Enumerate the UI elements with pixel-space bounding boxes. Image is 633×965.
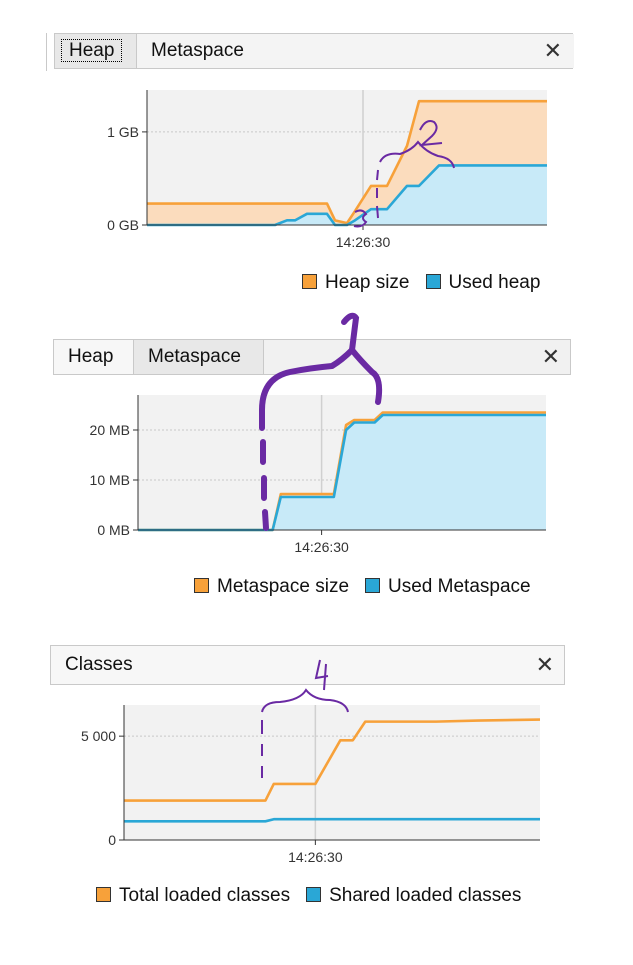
x-tick-label: 14:26:30	[288, 849, 343, 865]
annotation-4-glyph	[314, 659, 329, 691]
tab-metaspace-label: Metaspace	[151, 40, 244, 61]
annotation-3-label: 3	[0, 0, 1, 1]
close-icon[interactable]: ✕	[535, 652, 554, 677]
heap-panel-left-edge	[46, 33, 47, 71]
legend-used-heap: Used heap	[448, 272, 541, 293]
heap-panel-tabbar: Heap Metaspace ✕	[54, 33, 574, 69]
y-tick-label: 5 000	[81, 728, 116, 744]
classes-legend: Total loaded classes Shared loaded classe…	[96, 885, 521, 907]
x-tick-label: 14:26:30	[294, 539, 349, 555]
annotation-1-glyph	[341, 312, 360, 353]
y-tick-label: 10 MB	[90, 472, 130, 488]
annotation-1-label: 1	[0, 0, 1, 1]
heap-size-swatch	[302, 274, 317, 289]
annotation-3-glyph	[353, 209, 368, 228]
close-icon[interactable]: ✕	[541, 344, 560, 369]
y-tick-label: 0 MB	[97, 522, 130, 538]
annotation-2-brace	[379, 140, 455, 169]
y-tick-label: 0	[108, 832, 116, 848]
classes-chart: 5 000 0 14:26:30	[81, 705, 541, 865]
legend-heap-size: Heap size	[325, 272, 410, 293]
annotation-2-label: 2	[0, 0, 1, 1]
heap-legend: Heap size Used heap	[302, 272, 540, 294]
tab-classes[interactable]: Classes	[51, 646, 171, 684]
x-tick-label: 14:26:30	[336, 234, 391, 250]
annotation-1-brace	[259, 345, 383, 413]
series-area-used-heap	[147, 165, 547, 225]
annotation-1-dash	[259, 407, 269, 531]
metaspace-chart: 20 MB 10 MB 0 MB 14:26:30	[90, 395, 546, 555]
classes-panel-tabbar: Classes ✕	[50, 645, 565, 685]
metaspace-legend: Metaspace size Used Metaspace	[194, 576, 531, 598]
heap-chart: 1 GB 0 GB 14:26:30	[107, 90, 547, 250]
legend-used-metaspace: Used Metaspace	[388, 576, 531, 597]
legend-metaspace-size: Metaspace size	[217, 576, 350, 597]
tab-heap-label: Heap	[68, 346, 114, 367]
tab-metaspace[interactable]: Metaspace	[137, 34, 574, 68]
y-tick-label: 0 GB	[107, 217, 139, 233]
tab-classes-label: Classes	[65, 654, 133, 675]
series-area-used-metaspace	[138, 415, 546, 530]
y-tick-label: 20 MB	[90, 422, 130, 438]
tab-heap[interactable]: Heap	[54, 340, 134, 374]
series-line-heap-size	[147, 99, 547, 225]
tab-heap[interactable]: Heap	[55, 34, 137, 68]
tab-heap-label: Heap	[61, 39, 123, 62]
series-line-total-loaded-classes	[124, 718, 541, 802]
annotation-2-dash	[376, 169, 379, 219]
y-tick-label: 1 GB	[107, 124, 139, 140]
plot-area	[124, 705, 540, 840]
metaspace-size-swatch	[194, 578, 209, 593]
annotation-4-label: 4	[0, 0, 1, 1]
annotation-4-brace	[261, 688, 349, 713]
annotation-2-glyph	[419, 120, 443, 147]
tab-metaspace-label: Metaspace	[148, 346, 241, 367]
tab-metaspace[interactable]: Metaspace	[134, 340, 264, 374]
used-metaspace-swatch	[365, 578, 381, 593]
used-heap-swatch	[425, 274, 441, 289]
total-loaded-classes-swatch	[96, 887, 111, 902]
legend-shared-loaded-classes: Shared loaded classes	[329, 885, 522, 906]
series-line-shared-loaded-classes	[124, 817, 540, 823]
close-icon[interactable]: ✕	[543, 38, 562, 63]
legend-total-loaded-classes: Total loaded classes	[119, 885, 291, 906]
shared-loaded-classes-swatch	[306, 887, 322, 902]
